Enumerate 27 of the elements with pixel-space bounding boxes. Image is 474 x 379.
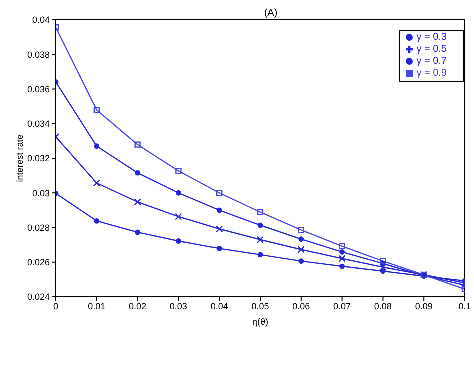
y-tick-label: 0.024: [27, 292, 50, 302]
x-tick-label: 0.05: [252, 301, 270, 312]
y-tick-label: 0.034: [27, 119, 50, 130]
legend-label: γ = 0.5: [416, 44, 447, 55]
y-tick-label: 0.04: [32, 15, 50, 26]
x-axis-title: η(θ): [252, 317, 269, 327]
x-tick-label: 0.06: [292, 301, 310, 312]
y-tick-label: 0.03: [32, 188, 50, 198]
legend-label: γ = 0.7: [416, 56, 447, 67]
y-tick-label: 0.036: [27, 84, 50, 94]
y-tick-label: 0.038: [27, 50, 50, 60]
x-tick-label: 0.07: [334, 301, 352, 312]
y-tick-label: 0.032: [27, 154, 50, 164]
legend-label: γ = 0.9: [416, 68, 447, 79]
x-tick-label: 0.08: [374, 301, 392, 312]
y-axis-title: interest rate: [15, 134, 26, 182]
x-tick-label: 0.02: [129, 301, 147, 312]
x-tick-label: 0.04: [210, 301, 228, 312]
y-tick-label: 0.028: [27, 222, 50, 233]
chart-title: (A): [264, 8, 278, 19]
x-tick-label: 0: [53, 301, 59, 312]
y-tick-label: 0.026: [27, 258, 50, 268]
x-tick-label: 0.01: [88, 301, 106, 312]
x-tick-label: 0.03: [170, 301, 188, 312]
x-tick-label: 0.1: [458, 301, 472, 312]
x-tick-label: 0.09: [415, 301, 433, 312]
legend-label: γ = 0.3: [416, 32, 447, 43]
